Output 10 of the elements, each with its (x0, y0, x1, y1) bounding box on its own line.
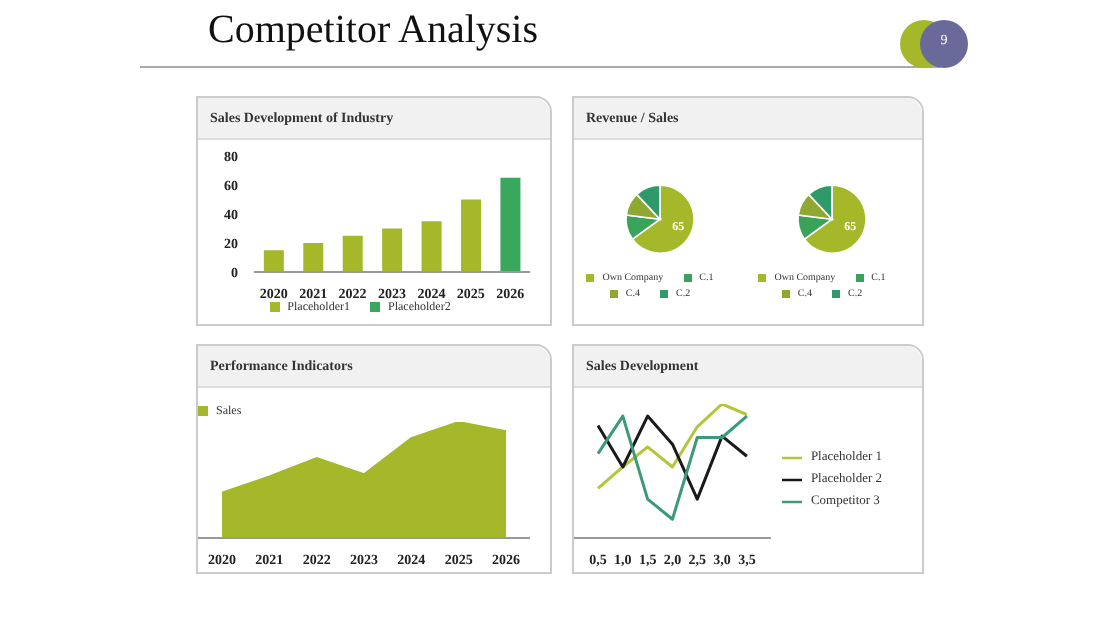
bar (500, 177, 521, 272)
bar (303, 243, 324, 272)
pie-slice (631, 184, 695, 254)
bar (342, 235, 363, 272)
bar (461, 199, 481, 272)
bar (421, 221, 442, 272)
text: Competitor Analysis (208, 8, 538, 54)
bar (382, 228, 403, 272)
pie-slice (803, 184, 867, 254)
bar (263, 250, 284, 272)
